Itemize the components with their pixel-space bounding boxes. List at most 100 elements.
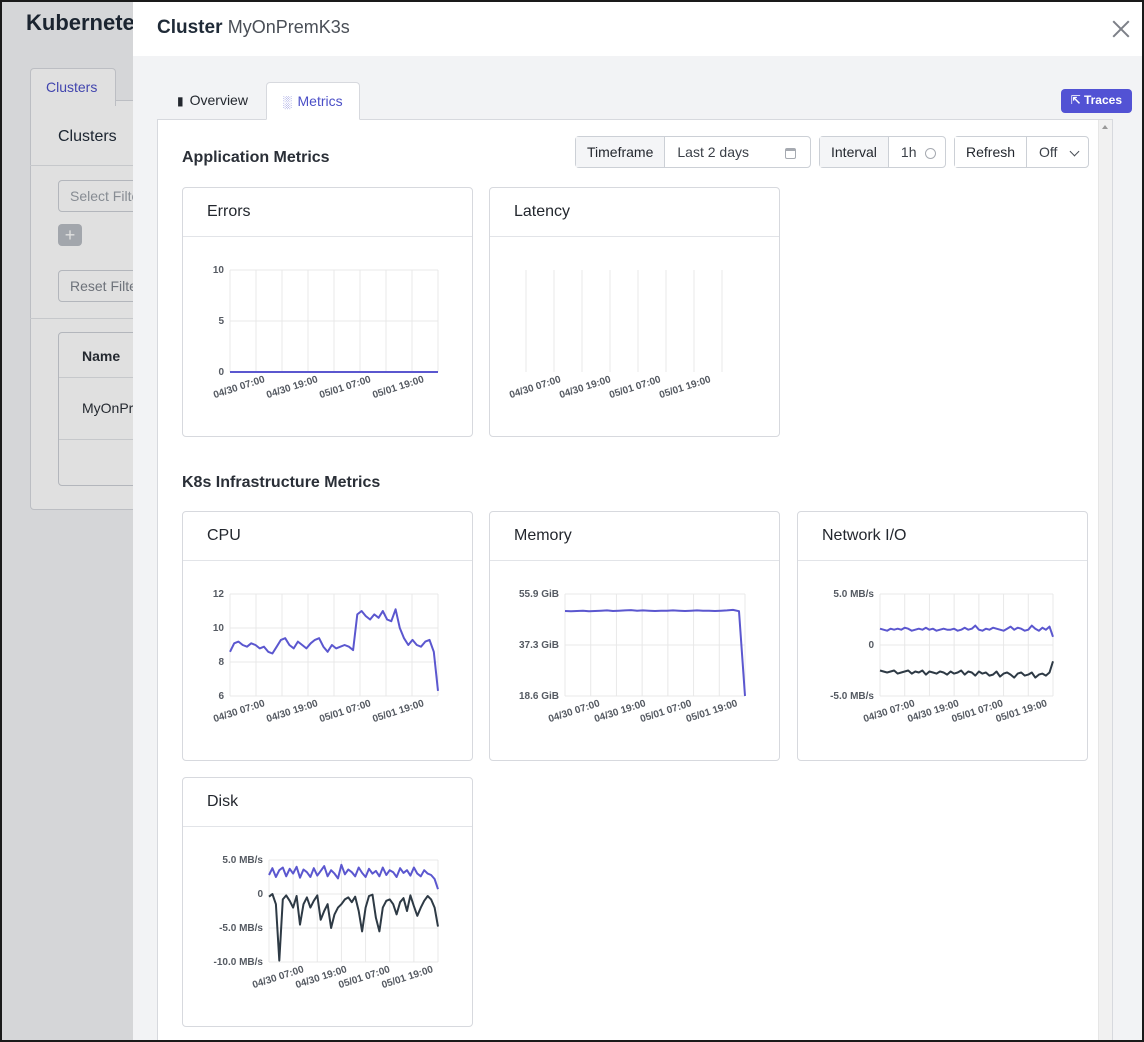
y-tick-label: 0 bbox=[257, 889, 263, 900]
errors-card: Errors 0 5 10 04/30 07:00 04/30 19:00 05/01 0… bbox=[182, 187, 473, 437]
network-card: Network I/O -5.0 MB/s 0 5.0 MB/s 04/30 07:0… bbox=[797, 511, 1088, 761]
table-header-name: Name bbox=[82, 348, 121, 364]
close-icon[interactable] bbox=[1110, 18, 1132, 40]
external-link-icon: ⇱ bbox=[1070, 93, 1084, 107]
refresh-select[interactable]: Off bbox=[1027, 137, 1090, 167]
network-series-line-0 bbox=[879, 624, 1054, 638]
network-series-line-1 bbox=[879, 661, 1054, 679]
chevron-down-icon bbox=[1070, 146, 1080, 157]
y-tick-label: 5.0 MB/s bbox=[833, 589, 874, 600]
x-tick-label: 05/01 07:00 bbox=[318, 374, 373, 401]
memory-card-title: Memory bbox=[490, 512, 779, 561]
document-icon: ▮ bbox=[177, 94, 184, 108]
y-tick-label: 10 bbox=[213, 265, 225, 276]
timeframe-control[interactable]: Timeframe Last 2 days bbox=[575, 136, 811, 168]
tab-overview-label: Overview bbox=[189, 92, 248, 108]
x-tick-label: 05/01 19:00 bbox=[371, 698, 426, 725]
y-tick-label: -10.0 MB/s bbox=[214, 957, 264, 968]
memory-chart: 18.6 GiB 37.3 GiB 55.9 GiB 04/30 07:0004/30… bbox=[519, 589, 746, 725]
modal-title-prefix: Cluster bbox=[157, 17, 223, 38]
y-tick-label: 5.0 MB/s bbox=[222, 855, 263, 866]
refresh-control[interactable]: Refresh Off bbox=[954, 136, 1089, 168]
clock-icon bbox=[924, 148, 936, 159]
x-tick-label: 04/30 07:00 bbox=[212, 698, 267, 725]
disk-series-line-1 bbox=[268, 893, 439, 962]
interval-picker[interactable]: 1h bbox=[889, 137, 948, 167]
cpu-card-title: CPU bbox=[183, 512, 472, 561]
latency-card: Latency 04/30 07:00 04/30 19:00 05/01 07:0… bbox=[489, 187, 780, 437]
y-tick-label: 0 bbox=[218, 367, 224, 378]
y-tick-label: -5.0 MB/s bbox=[830, 691, 874, 702]
x-tick-label: 05/01 07:00 bbox=[639, 698, 694, 725]
scrollbar[interactable] bbox=[1098, 120, 1112, 1040]
memory-card: Memory 18.6 GiB 37.3 GiB 55.9 GiB 04/30 07:… bbox=[489, 511, 780, 761]
y-tick-label: 8 bbox=[218, 657, 224, 668]
disk-card: Disk -10.0 MB/s -5.0 MB/s 0 5.0 MB/s 04/30 0… bbox=[182, 777, 473, 1027]
memory-series-line-0 bbox=[564, 608, 746, 697]
disk-series-line-0 bbox=[268, 863, 439, 890]
interval-label: Interval bbox=[820, 137, 889, 167]
x-tick-label: 04/30 19:00 bbox=[593, 698, 648, 725]
disk-chart: -10.0 MB/s-5.0 MB/s05.0 MB/s04/30 07:000… bbox=[214, 855, 439, 991]
metrics-content: Application Metrics Timeframe Last 2 day… bbox=[157, 119, 1113, 1040]
calendar-icon bbox=[785, 148, 797, 159]
infra-metrics-title: K8s Infrastructure Metrics bbox=[182, 474, 381, 491]
interval-control[interactable]: Interval 1h bbox=[819, 136, 946, 168]
y-tick-label: 5 bbox=[218, 316, 224, 327]
traces-label: Traces bbox=[1083, 93, 1122, 107]
timeframe-value: Last 2 days bbox=[677, 144, 749, 160]
scroll-up-icon[interactable] bbox=[1102, 125, 1108, 129]
table-divider bbox=[59, 439, 177, 440]
y-tick-label: 10 bbox=[213, 623, 225, 634]
modal-header: Cluster MyOnPremK3s bbox=[133, 2, 1142, 56]
modal-title: Cluster MyOnPremK3s bbox=[157, 17, 350, 39]
cluster-modal: Cluster MyOnPremK3s ▮ Overview ░ Metrics ⇱… bbox=[133, 2, 1142, 1040]
x-tick-label: 05/01 19:00 bbox=[371, 374, 426, 401]
latency-card-title: Latency bbox=[490, 188, 779, 237]
network-card-title: Network I/O bbox=[798, 512, 1087, 561]
x-tick-label: 04/30 19:00 bbox=[265, 698, 320, 725]
errors-card-title: Errors bbox=[183, 188, 472, 237]
interval-value: 1h bbox=[900, 144, 917, 160]
x-tick-label: 04/30 07:00 bbox=[508, 374, 563, 401]
y-tick-label: 37.3 GiB bbox=[519, 640, 559, 651]
clusters-heading: Clusters bbox=[58, 128, 117, 145]
cluster-name: MyOnPremK3s bbox=[227, 17, 350, 37]
timeframe-label: Timeframe bbox=[576, 137, 666, 167]
app-metrics-title: Application Metrics bbox=[182, 149, 330, 166]
x-tick-label: 04/30 19:00 bbox=[558, 374, 613, 401]
refresh-value: Off bbox=[1039, 144, 1058, 160]
y-tick-label: 12 bbox=[213, 589, 225, 600]
bar-chart-icon: ░ bbox=[283, 95, 292, 109]
x-tick-label: 04/30 07:00 bbox=[212, 374, 267, 401]
y-tick-label: -5.0 MB/s bbox=[219, 923, 263, 934]
tab-clusters[interactable]: Clusters bbox=[30, 68, 116, 106]
y-tick-label: 0 bbox=[868, 640, 874, 651]
app-title: Kubernetes bbox=[26, 10, 148, 35]
table-divider bbox=[59, 377, 177, 378]
traces-button[interactable]: ⇱ Traces bbox=[1060, 89, 1132, 113]
tab-metrics[interactable]: ░ Metrics bbox=[266, 82, 360, 120]
x-tick-label: 04/30 19:00 bbox=[265, 374, 320, 401]
y-tick-label: 6 bbox=[218, 691, 224, 702]
cpu-card: CPU 6 8 10 12 04/30 07:00 04/30 19:00 05/01 07… bbox=[182, 511, 473, 761]
divider bbox=[30, 318, 230, 319]
add-filter-button[interactable]: + bbox=[58, 224, 82, 246]
divider bbox=[30, 165, 230, 166]
x-tick-label: 05/01 19:00 bbox=[658, 374, 713, 401]
refresh-label: Refresh bbox=[955, 137, 1028, 167]
x-tick-label: 05/01 07:00 bbox=[318, 698, 373, 725]
x-tick-label: 05/01 19:00 bbox=[685, 698, 740, 725]
cpu-series-line-0 bbox=[229, 608, 439, 692]
tab-overview[interactable]: ▮ Overview bbox=[161, 82, 264, 120]
tab-metrics-label: Metrics bbox=[297, 93, 343, 109]
timeframe-picker[interactable]: Last 2 days bbox=[665, 137, 808, 167]
y-tick-label: 18.6 GiB bbox=[519, 691, 559, 702]
y-tick-label: 55.9 GiB bbox=[519, 589, 559, 600]
x-tick-label: 05/01 07:00 bbox=[608, 374, 663, 401]
disk-card-title: Disk bbox=[183, 778, 472, 827]
